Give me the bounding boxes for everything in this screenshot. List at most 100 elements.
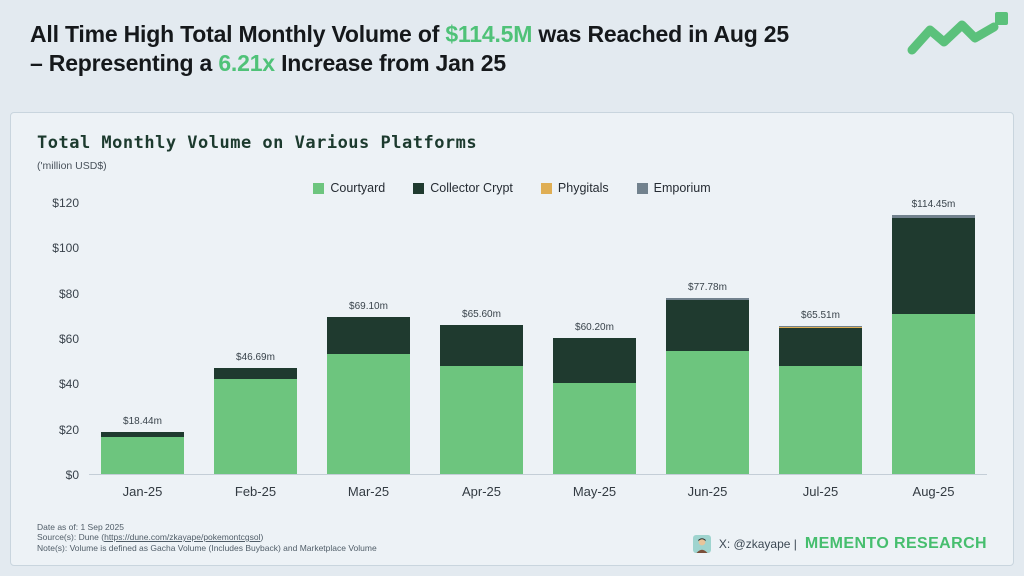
- x-axis: Jan-25 Feb-25 Mar-25 Apr-25 May-25 Jun-25 Jul-…: [89, 484, 987, 499]
- source-note: Source(s): Dune (https://dune.com/zkayap…: [37, 532, 377, 543]
- bar-column-apr-25: $65.60m: [440, 203, 523, 474]
- legend-label: Courtyard: [330, 181, 386, 195]
- x-tick-label: May-25: [572, 484, 617, 499]
- bar-segment-collector-crypt: [214, 368, 297, 380]
- bar-segment-collector-crypt: [779, 327, 862, 366]
- bar-value-label: $18.44m: [123, 416, 162, 428]
- bar-segment-collector-crypt: [440, 325, 523, 367]
- title-line1-post: was Reached in Aug 25: [532, 21, 789, 47]
- bar-segment-collector-crypt: [553, 337, 636, 384]
- chart-legend: Courtyard Collector Crypt Phygitals Emporiu…: [313, 181, 711, 195]
- legend-swatch-icon: [636, 182, 648, 194]
- x-tick-label: Feb-25: [234, 484, 277, 499]
- bar-segment-collector-crypt: [327, 317, 410, 354]
- bar-value-label: $60.20m: [575, 321, 614, 333]
- legend-label: Collector Crypt: [430, 181, 513, 195]
- bar-value-label: $114.45m: [911, 198, 956, 210]
- memento-zigzag-logo-icon: [907, 12, 1008, 55]
- source-suffix: ): [260, 532, 264, 542]
- bar-value-label: $65.51m: [801, 309, 840, 321]
- chart-subtitle: ('million USD$): [37, 160, 107, 172]
- bar-segment-emporium: [892, 214, 975, 218]
- brand-name: MEMENTO RESEARCH: [804, 535, 987, 552]
- y-tick-label: $80: [58, 286, 79, 301]
- bar-value-label: $46.69m: [236, 352, 275, 364]
- bar-stack: [553, 337, 636, 474]
- x-tick-label: Apr-25: [461, 484, 502, 499]
- legend-swatch-icon: [413, 182, 425, 194]
- title-line2-post: Increase from Jan 25: [274, 49, 506, 76]
- bar-segment-courtyard: [440, 366, 523, 474]
- bar-column-feb-25: $46.69m: [214, 203, 297, 474]
- bar-stack: [892, 214, 975, 474]
- y-tick-label: $120: [52, 196, 79, 210]
- x-handle: X: @zkayape |: [718, 537, 797, 551]
- bar-stack: [666, 297, 749, 474]
- y-tick-label: $20: [58, 422, 79, 437]
- bar-segment-courtyard: [327, 353, 410, 474]
- bar-stack: [214, 368, 297, 474]
- bar-column-mar-25: $69.10m: [327, 203, 410, 474]
- bar-column-jan-25: $18.44m: [101, 203, 184, 474]
- bar-segment-phygitals: [779, 326, 862, 328]
- bar-segment-courtyard: [666, 350, 749, 474]
- source-prefix: Source(s): Dune (: [37, 532, 105, 542]
- bar-value-label: $69.10m: [349, 301, 388, 313]
- plot-wrap: $18.44m $46.69m $69.10m $65.60m $60.20m $77.7…: [89, 199, 987, 499]
- y-tick-label: $40: [58, 377, 79, 392]
- y-axis: $0 $20 $40 $60 $80 $100 $120: [37, 196, 89, 482]
- title-multiple-highlight: 6.21x: [218, 49, 275, 76]
- bar-stack: [101, 432, 184, 474]
- legend-item-emporium: Emporium: [636, 181, 711, 195]
- bar-column-jul-25: $65.51m: [779, 203, 862, 474]
- footer-attribution: X: @zkayape | MEMENTO RESEARCH: [692, 535, 987, 553]
- legend-swatch-icon: [540, 182, 552, 194]
- footnotes: Date as of: 1 Sep 2025 Source(s): Dune (…: [37, 522, 377, 554]
- report-header: All Time High Total Monthly Volume of $1…: [0, 0, 1024, 112]
- bar-segment-courtyard: [779, 365, 862, 474]
- volume-definition-note: Note(s): Volume is defined as Gacha Volu…: [37, 542, 377, 553]
- x-tick-label: Jan-25: [122, 484, 163, 499]
- legend-swatch-icon: [313, 182, 325, 194]
- x-tick-label: Jun-25: [687, 484, 728, 499]
- bar-segment-courtyard: [101, 437, 184, 474]
- bar-column-may-25: $60.20m: [553, 203, 636, 474]
- bar-segment-collector-crypt: [101, 432, 184, 438]
- report-title: All Time High Total Monthly Volume of $1…: [30, 20, 910, 77]
- source-link[interactable]: https://dune.com/zkayape/pokemontcgsol: [104, 532, 261, 542]
- bar-stack: [440, 325, 523, 474]
- legend-item-phygitals: Phygitals: [540, 181, 609, 195]
- x-tick-label: Mar-25: [347, 484, 390, 499]
- card-footer: Date as of: 1 Sep 2025 Source(s): Dune (…: [37, 516, 987, 556]
- x-tick-label: Aug-25: [912, 484, 955, 499]
- bar-stack: [327, 317, 410, 474]
- bar-column-aug-25: $114.45m: [892, 199, 975, 474]
- bar-column-jun-25: $77.78m: [666, 203, 749, 474]
- legend-item-collector-crypt: Collector Crypt: [413, 181, 513, 195]
- chart-card: Total Monthly Volume on Various Platform…: [10, 112, 1014, 566]
- bar-segment-emporium: [666, 297, 749, 301]
- y-tick-label: $60: [58, 332, 79, 346]
- bar-segment-courtyard: [214, 379, 297, 474]
- bar-segment-collector-crypt: [666, 300, 749, 351]
- title-line1-pre: All Time High Total Monthly Volume of: [30, 21, 446, 47]
- legend-label: Emporium: [653, 181, 711, 195]
- legend-item-courtyard: Courtyard: [313, 181, 385, 195]
- y-tick-label: $100: [52, 241, 79, 256]
- chart-title: Total Monthly Volume on Various Platform…: [37, 133, 478, 153]
- y-tick-label: $0: [65, 468, 79, 482]
- date-note: Date as of: 1 Sep 2025: [37, 521, 124, 532]
- bar-stack: [779, 325, 862, 474]
- chart-region: $0 $20 $40 $60 $80 $100 $120 $18.44m $46.69m $69…: [37, 196, 987, 499]
- title-line2-pre: – Representing a: [30, 49, 219, 76]
- bar-segment-courtyard: [553, 383, 636, 474]
- bar-segment-courtyard: [892, 313, 975, 474]
- legend-label: Phygitals: [557, 181, 609, 195]
- bar-segment-collector-crypt: [892, 217, 975, 314]
- x-tick-label: Jul-25: [802, 484, 839, 499]
- plot-area: $18.44m $46.69m $69.10m $65.60m $60.20m $77.7…: [89, 199, 987, 475]
- title-volume-highlight: $114.5M: [445, 21, 533, 47]
- bar-value-label: $77.78m: [688, 281, 727, 293]
- bar-value-label: $65.60m: [462, 309, 501, 321]
- author-avatar: [692, 535, 711, 553]
